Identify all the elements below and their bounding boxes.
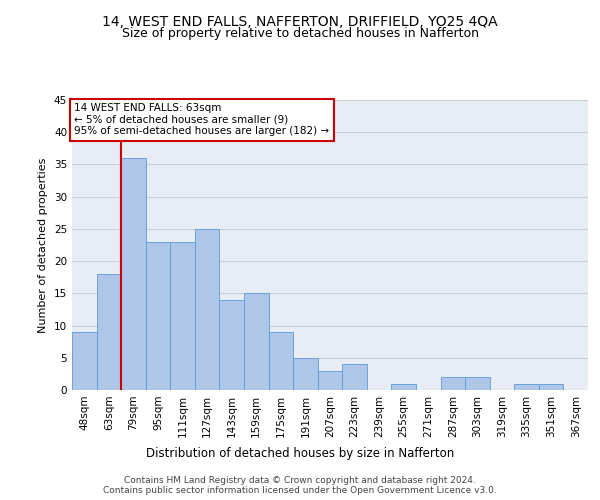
Text: 14, WEST END FALLS, NAFFERTON, DRIFFIELD, YO25 4QA: 14, WEST END FALLS, NAFFERTON, DRIFFIELD…	[102, 15, 498, 29]
Text: Size of property relative to detached houses in Nafferton: Size of property relative to detached ho…	[121, 28, 479, 40]
Bar	[146, 242, 170, 390]
Bar	[318, 370, 342, 390]
Text: Contains HM Land Registry data © Crown copyright and database right 2024.: Contains HM Land Registry data © Crown c…	[124, 476, 476, 485]
Bar	[539, 384, 563, 390]
Bar	[72, 332, 97, 390]
Text: Distribution of detached houses by size in Nafferton: Distribution of detached houses by size …	[146, 448, 454, 460]
Bar	[440, 377, 465, 390]
Bar	[170, 242, 195, 390]
Y-axis label: Number of detached properties: Number of detached properties	[38, 158, 49, 332]
Bar	[514, 384, 539, 390]
Bar	[465, 377, 490, 390]
Bar	[293, 358, 318, 390]
Bar	[269, 332, 293, 390]
Text: 14 WEST END FALLS: 63sqm
← 5% of detached houses are smaller (9)
95% of semi-det: 14 WEST END FALLS: 63sqm ← 5% of detache…	[74, 103, 329, 136]
Bar	[97, 274, 121, 390]
Bar	[220, 300, 244, 390]
Text: Contains public sector information licensed under the Open Government Licence v3: Contains public sector information licen…	[103, 486, 497, 495]
Bar	[391, 384, 416, 390]
Bar	[342, 364, 367, 390]
Bar	[121, 158, 146, 390]
Bar	[195, 229, 220, 390]
Bar	[244, 294, 269, 390]
